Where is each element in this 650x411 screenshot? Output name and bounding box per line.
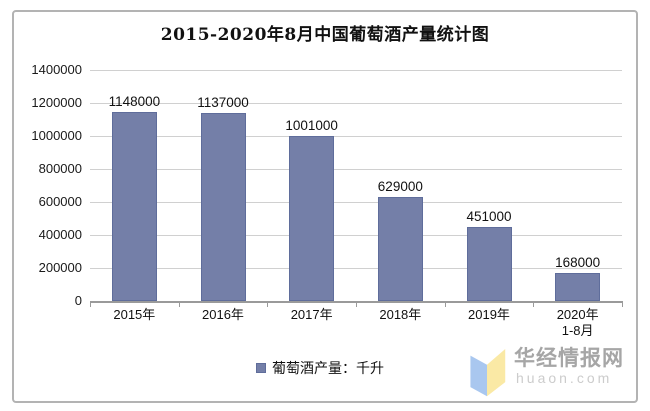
x-axis-category-label: 2017年 [290,307,333,322]
gridline [90,103,622,104]
x-axis-category-label: 2018年 [379,307,422,322]
x-axis-tick [267,303,269,307]
bar-2016年 [200,113,246,301]
y-axis-tick-label: 400000 [38,227,82,242]
legend: 葡萄酒产量：千升 [0,358,640,378]
bar-value-label: 1001000 [285,117,338,133]
bar-value-label: 451000 [466,208,512,224]
y-axis-tick-label: 600000 [38,194,82,209]
bar-value-label: 629000 [377,179,423,195]
x-axis-category-label: 2016年 [202,307,244,322]
x-axis-tick [90,303,91,307]
x-axis-tick [533,303,535,307]
watermark-site-name: 华经情报网 [514,347,624,370]
gridline [90,70,622,71]
bar-2015年 [111,111,157,301]
x-axis-tick [444,303,446,307]
y-axis-tick-label: 200000 [38,260,82,275]
bar-2020年 [555,273,601,301]
gridline [90,268,622,269]
gridline [90,202,622,203]
legend-marker-icon [256,363,266,373]
watermark-domain: huaon.com [516,370,613,386]
y-axis-tick-label: 0 [74,293,82,308]
legend-label: 葡萄酒产量：千升 [272,361,384,377]
x-axis-tick [622,303,623,307]
x-axis-line [90,301,623,303]
bar-2017年 [289,135,335,301]
y-axis-tick-label: 1000000 [31,128,82,143]
bar-2018年 [377,197,423,301]
bar-value-label: 1148000 [108,93,161,109]
x-axis-category-label: 2020年 1-8月 [556,307,599,338]
x-axis-tick [356,303,357,307]
bar-value-label: 1137000 [197,95,249,111]
bar-2019年 [466,226,512,301]
plot-area: 1148000 1137000 1001000 629000 451000 168000 [90,70,622,301]
gridline [90,235,622,236]
x-axis-category-label: 2015年 [113,307,156,322]
huaon-logo-icon [470,348,506,397]
y-axis-tick-label: 1400000 [31,62,82,77]
gridline [90,136,622,137]
bar-value-label: 168000 [555,255,601,271]
y-axis-tick-label: 1200000 [31,95,82,110]
chart-title: 2015-2020年8月中国葡萄酒产量统计图 [160,25,490,45]
gridline [90,169,622,170]
x-axis-tick [178,303,180,307]
x-axis-category-label: 2019年 [468,307,510,322]
y-axis-tick-label: 800000 [38,161,82,176]
